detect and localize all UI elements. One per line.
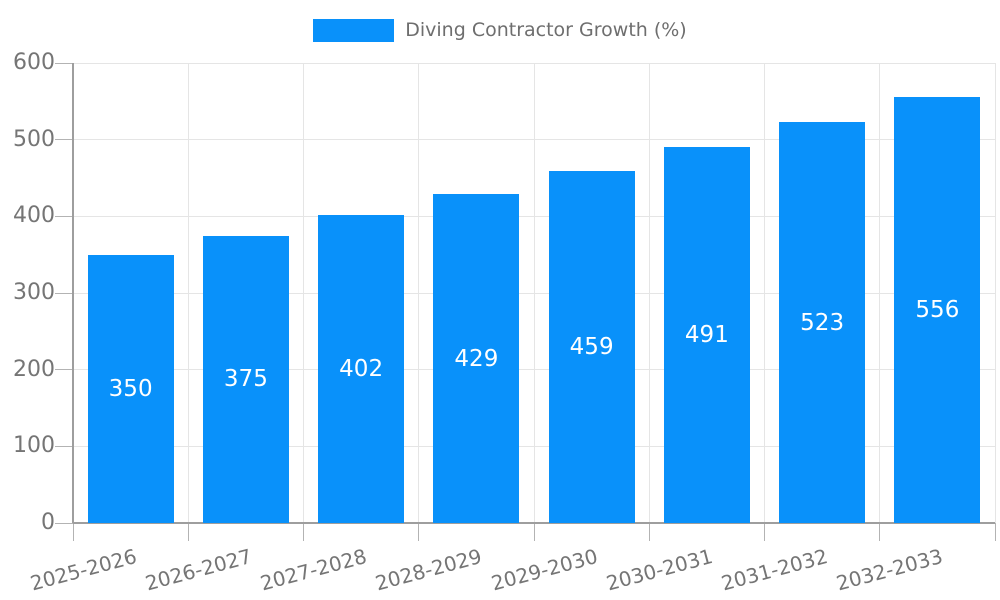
bar-2028-2029[interactable] xyxy=(433,194,520,523)
x-axis-tick xyxy=(879,523,881,541)
x-gridline xyxy=(879,63,881,523)
y-axis-tick xyxy=(55,215,73,217)
bar-2029-2030[interactable] xyxy=(548,171,635,523)
x-gridline xyxy=(648,63,650,523)
y-axis-tick-label: 200 xyxy=(13,356,55,382)
x-axis-tick xyxy=(187,523,189,541)
bar-2026-2027[interactable] xyxy=(202,235,289,523)
y-axis-tick-label: 300 xyxy=(13,280,55,305)
x-axis-category-label: 2032-2033 xyxy=(834,544,946,596)
x-gridline xyxy=(764,63,765,523)
y-axis-tick xyxy=(55,139,73,141)
legend-swatch xyxy=(313,19,395,42)
y-axis-line xyxy=(72,63,74,523)
x-gridline xyxy=(187,63,189,523)
x-axis-category-label: 2028-2029 xyxy=(373,544,485,596)
y-axis-tick-label: 0 xyxy=(41,510,55,535)
x-axis-category-label: 2025-2026 xyxy=(27,544,139,596)
x-axis-tick xyxy=(303,523,304,541)
x-axis-line xyxy=(73,522,995,524)
bar-2032-2033[interactable] xyxy=(894,96,981,523)
y-axis-tick xyxy=(55,445,73,447)
x-axis-tick xyxy=(764,523,765,541)
bar-2027-2028[interactable] xyxy=(318,214,405,523)
x-gridline xyxy=(418,63,420,523)
x-axis-category-label: 2031-2032 xyxy=(718,544,831,596)
y-axis-tick-label: 400 xyxy=(13,203,55,229)
y-axis-tick xyxy=(55,369,73,371)
x-gridline xyxy=(303,63,304,523)
bar-value-label: 375 xyxy=(223,366,268,393)
bar-value-label: 429 xyxy=(454,345,499,372)
x-gridline xyxy=(994,63,996,523)
x-gridline xyxy=(533,63,535,523)
y-axis-tick xyxy=(55,62,73,64)
bar-2025-2026[interactable] xyxy=(87,254,174,523)
y-axis-tick-label: 600 xyxy=(13,50,55,75)
bar-value-label: 523 xyxy=(800,309,845,336)
bar-2030-2031[interactable] xyxy=(663,146,750,523)
x-axis-tick xyxy=(72,523,74,541)
legend-label: Diving Contractor Growth (%) xyxy=(405,19,687,41)
x-axis-tick xyxy=(418,523,420,541)
bar-value-label: 556 xyxy=(915,296,960,323)
bar-value-label: 402 xyxy=(339,355,384,382)
x-axis-tick xyxy=(994,523,996,541)
y-axis-tick-label: 100 xyxy=(13,433,55,459)
legend[interactable]: Diving Contractor Growth (%) xyxy=(0,19,1000,42)
x-axis-category-label: 2029-2030 xyxy=(488,544,600,596)
x-axis-category-label: 2030-2031 xyxy=(603,544,716,596)
x-axis-category-label: 2027-2028 xyxy=(257,544,370,596)
y-axis-tick-label: 500 xyxy=(13,126,55,152)
bar-2031-2032[interactable] xyxy=(779,122,866,523)
bar-value-label: 491 xyxy=(684,321,729,348)
x-axis-tick xyxy=(533,523,535,541)
y-axis-tick xyxy=(55,522,73,524)
bar-value-label: 459 xyxy=(569,334,614,361)
x-axis-tick xyxy=(648,523,650,541)
y-axis-tick xyxy=(55,292,73,294)
x-axis-category-label: 2026-2027 xyxy=(142,544,255,596)
bar-value-label: 350 xyxy=(108,375,153,402)
